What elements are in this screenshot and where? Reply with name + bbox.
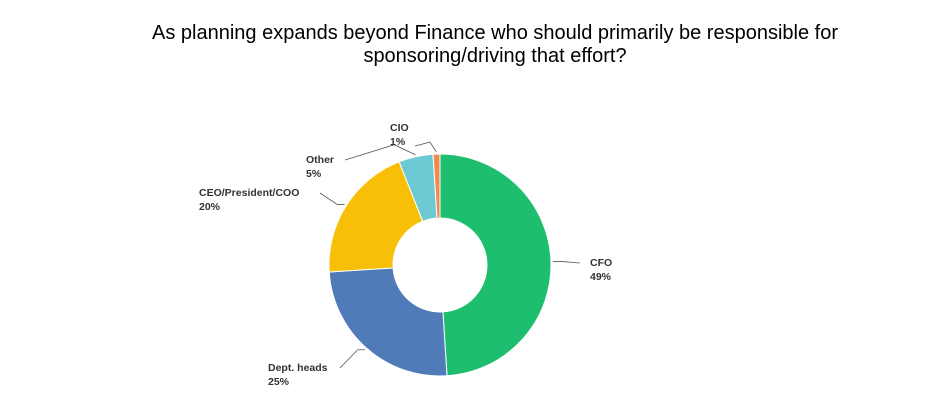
slice-label: Dept. heads (268, 362, 328, 374)
donut-slice (328, 267, 448, 377)
leader-line (339, 349, 366, 369)
slice-label: CEO/President/COO (199, 187, 299, 199)
donut-slice (432, 153, 441, 219)
slice-value: 49% (590, 271, 612, 283)
leader-line (414, 141, 437, 153)
donut-slice (439, 153, 552, 377)
slice-value: 20% (199, 201, 221, 213)
donut-slice (328, 161, 424, 273)
slice-value: 25% (268, 376, 290, 388)
chart-title: As planning expands beyond Finance who s… (152, 22, 838, 67)
slice-value: 1% (390, 136, 406, 148)
slice-label: CFO (590, 257, 612, 269)
slice-value: 5% (306, 168, 322, 180)
slice-label: Other (306, 154, 334, 166)
leader-line (319, 192, 345, 205)
slice-label: CIO (390, 122, 409, 134)
leader-line (344, 144, 416, 161)
leader-line (552, 261, 581, 264)
